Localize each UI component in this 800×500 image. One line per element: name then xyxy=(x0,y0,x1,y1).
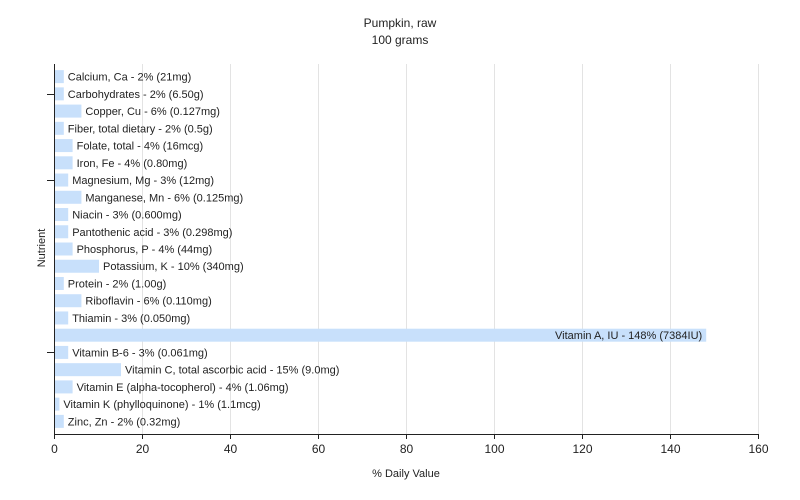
x-tick-label: 60 xyxy=(312,442,326,456)
grid-lines xyxy=(142,64,759,434)
bar-label: Iron, Fe - 4% (0.80mg) xyxy=(77,158,188,170)
bar xyxy=(55,311,69,325)
bar-label: Zinc, Zn - 2% (0.32mg) xyxy=(68,416,180,428)
bar-label: Potassium, K - 10% (340mg) xyxy=(103,261,244,273)
bar-label: Vitamin B-6 - 3% (0.061mg) xyxy=(72,347,208,359)
bar xyxy=(55,276,64,290)
bar xyxy=(55,380,73,394)
x-tick-label: 120 xyxy=(572,442,592,456)
x-tick-label: 40 xyxy=(224,442,238,456)
bar-label: Phosphorus, P - 4% (44mg) xyxy=(77,244,213,256)
axes: 0 20 40 60 80 100 120 140 160 xyxy=(47,64,769,456)
bar-label: Folate, total - 4% (16mcg) xyxy=(77,141,204,153)
bar-label: Copper, Cu - 6% (0.127mg) xyxy=(85,106,220,118)
bar-label: Fiber, total dietary - 2% (0.5g) xyxy=(68,123,213,135)
bar xyxy=(55,328,707,342)
y-axis-label: Nutrient xyxy=(36,229,48,268)
bar-label: Vitamin A, IU - 148% (7384IU) xyxy=(555,330,702,342)
bar-label: Vitamin K (phylloquinone) - 1% (1.1mcg) xyxy=(63,399,260,411)
bar xyxy=(55,190,82,204)
bar xyxy=(55,70,64,84)
chart-title: Pumpkin, raw xyxy=(364,16,437,30)
bar xyxy=(55,345,69,359)
bar-label: Thiamin - 3% (0.050mg) xyxy=(72,313,190,325)
x-axis-label: % Daily Value xyxy=(372,468,440,480)
bar xyxy=(55,87,64,101)
bar xyxy=(55,414,64,428)
bar xyxy=(55,156,73,170)
x-tick-label: 100 xyxy=(484,442,504,456)
bar xyxy=(55,397,60,411)
x-tick-label: 140 xyxy=(660,442,680,456)
bar xyxy=(55,139,73,153)
bar-label: Calcium, Ca - 2% (21mg) xyxy=(68,72,191,84)
bar-label: Magnesium, Mg - 3% (12mg) xyxy=(72,175,214,187)
bar-label: Protein - 2% (1.00g) xyxy=(68,278,166,290)
bar-label: Carbohydrates - 2% (6.50g) xyxy=(68,89,204,101)
bar-label: Pantothenic acid - 3% (0.298mg) xyxy=(72,227,232,239)
x-tick-label: 160 xyxy=(748,442,768,456)
x-tick-label: 0 xyxy=(51,442,58,456)
bar-label: Manganese, Mn - 6% (0.125mg) xyxy=(85,192,243,204)
bar-label: Vitamin C, total ascorbic acid - 15% (9.… xyxy=(125,365,339,377)
chart-subtitle: 100 grams xyxy=(372,33,429,47)
bar xyxy=(55,104,82,118)
bar xyxy=(55,121,64,135)
bar xyxy=(55,294,82,308)
bar-label: Riboflavin - 6% (0.110mg) xyxy=(85,296,211,308)
bar xyxy=(55,173,69,187)
bar xyxy=(55,208,69,222)
x-tick-label: 20 xyxy=(136,442,150,456)
bars: Calcium, Ca - 2% (21mg) Carbohydrates - 2… xyxy=(55,70,707,428)
bar xyxy=(55,242,73,256)
x-tick-label: 80 xyxy=(400,442,414,456)
bar xyxy=(55,259,99,273)
bar-label: Niacin - 3% (0.600mg) xyxy=(72,210,181,222)
bar-label: Vitamin E (alpha-tocopherol) - 4% (1.06m… xyxy=(77,382,289,394)
bar xyxy=(55,225,69,239)
bar xyxy=(55,363,121,377)
